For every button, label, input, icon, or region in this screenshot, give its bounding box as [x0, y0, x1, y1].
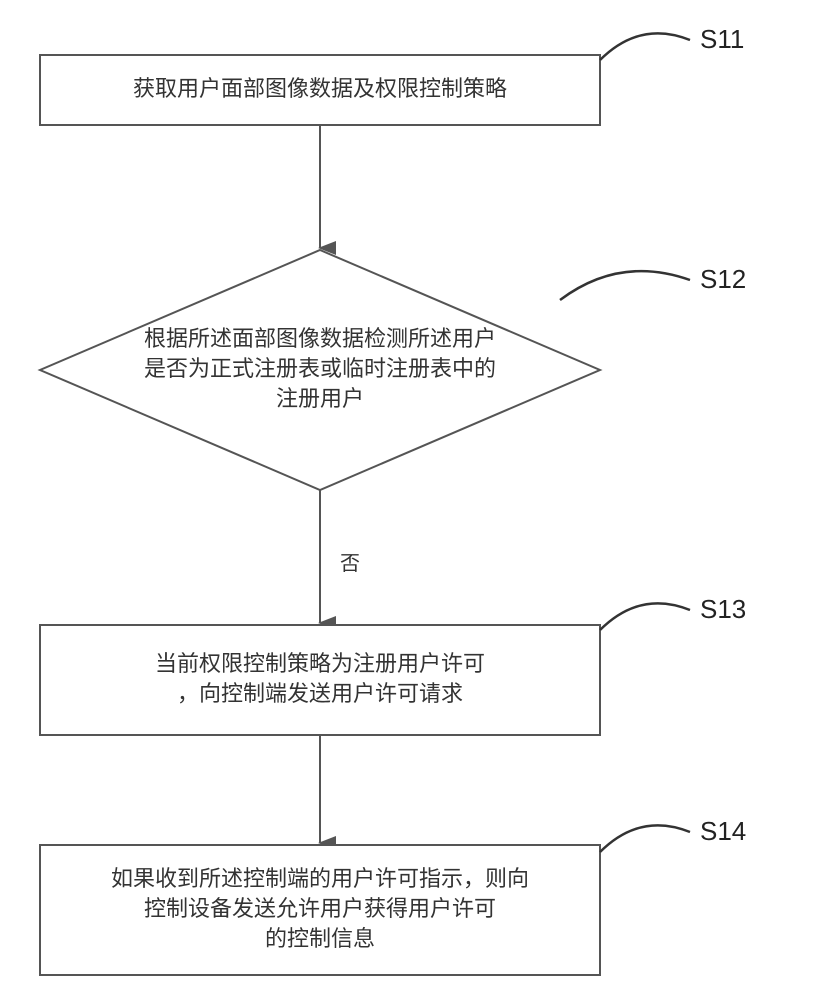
node-s13-line: 当前权限控制策略为注册用户许可: [155, 651, 485, 676]
node-s14-line: 如果收到所述控制端的用户许可指示，则向: [111, 866, 529, 891]
node-s12-line: 注册用户: [276, 386, 364, 411]
leader-s14: S14: [600, 816, 746, 852]
flow-edge: 否: [320, 490, 360, 623]
node-s13: 当前权限控制策略为注册用户许可 ，向控制端发送用户许可请求: [40, 625, 600, 735]
node-s12: 根据所述面部图像数据检测所述用户是否为正式注册表或临时注册表中的注册用户: [40, 250, 600, 490]
node-s12-line: 根据所述面部图像数据检测所述用户: [144, 326, 496, 351]
step-label-s13: S13: [700, 594, 746, 624]
edge-label: 否: [340, 553, 360, 575]
node-s11-line: 获取用户面部图像数据及权限控制策略: [133, 76, 507, 101]
leader-s11: S11: [600, 24, 744, 60]
step-label-s11: S11: [700, 24, 744, 54]
leader-s12: S12: [560, 264, 746, 300]
node-s12-line: 是否为正式注册表或临时注册表中的: [144, 356, 496, 381]
node-s11: 获取用户面部图像数据及权限控制策略: [40, 55, 600, 125]
node-s14: 如果收到所述控制端的用户许可指示，则向控制设备发送允许用户获得用户许可的控制信息: [40, 845, 600, 975]
node-s14-line: 控制设备发送允许用户获得用户许可: [144, 896, 496, 921]
leader-s13: S13: [600, 594, 746, 630]
step-label-s14: S14: [700, 816, 746, 846]
node-s14-line: 的控制信息: [265, 926, 375, 951]
node-s13-line: ，向控制端发送用户许可请求: [177, 681, 463, 706]
step-label-s12: S12: [700, 264, 746, 294]
